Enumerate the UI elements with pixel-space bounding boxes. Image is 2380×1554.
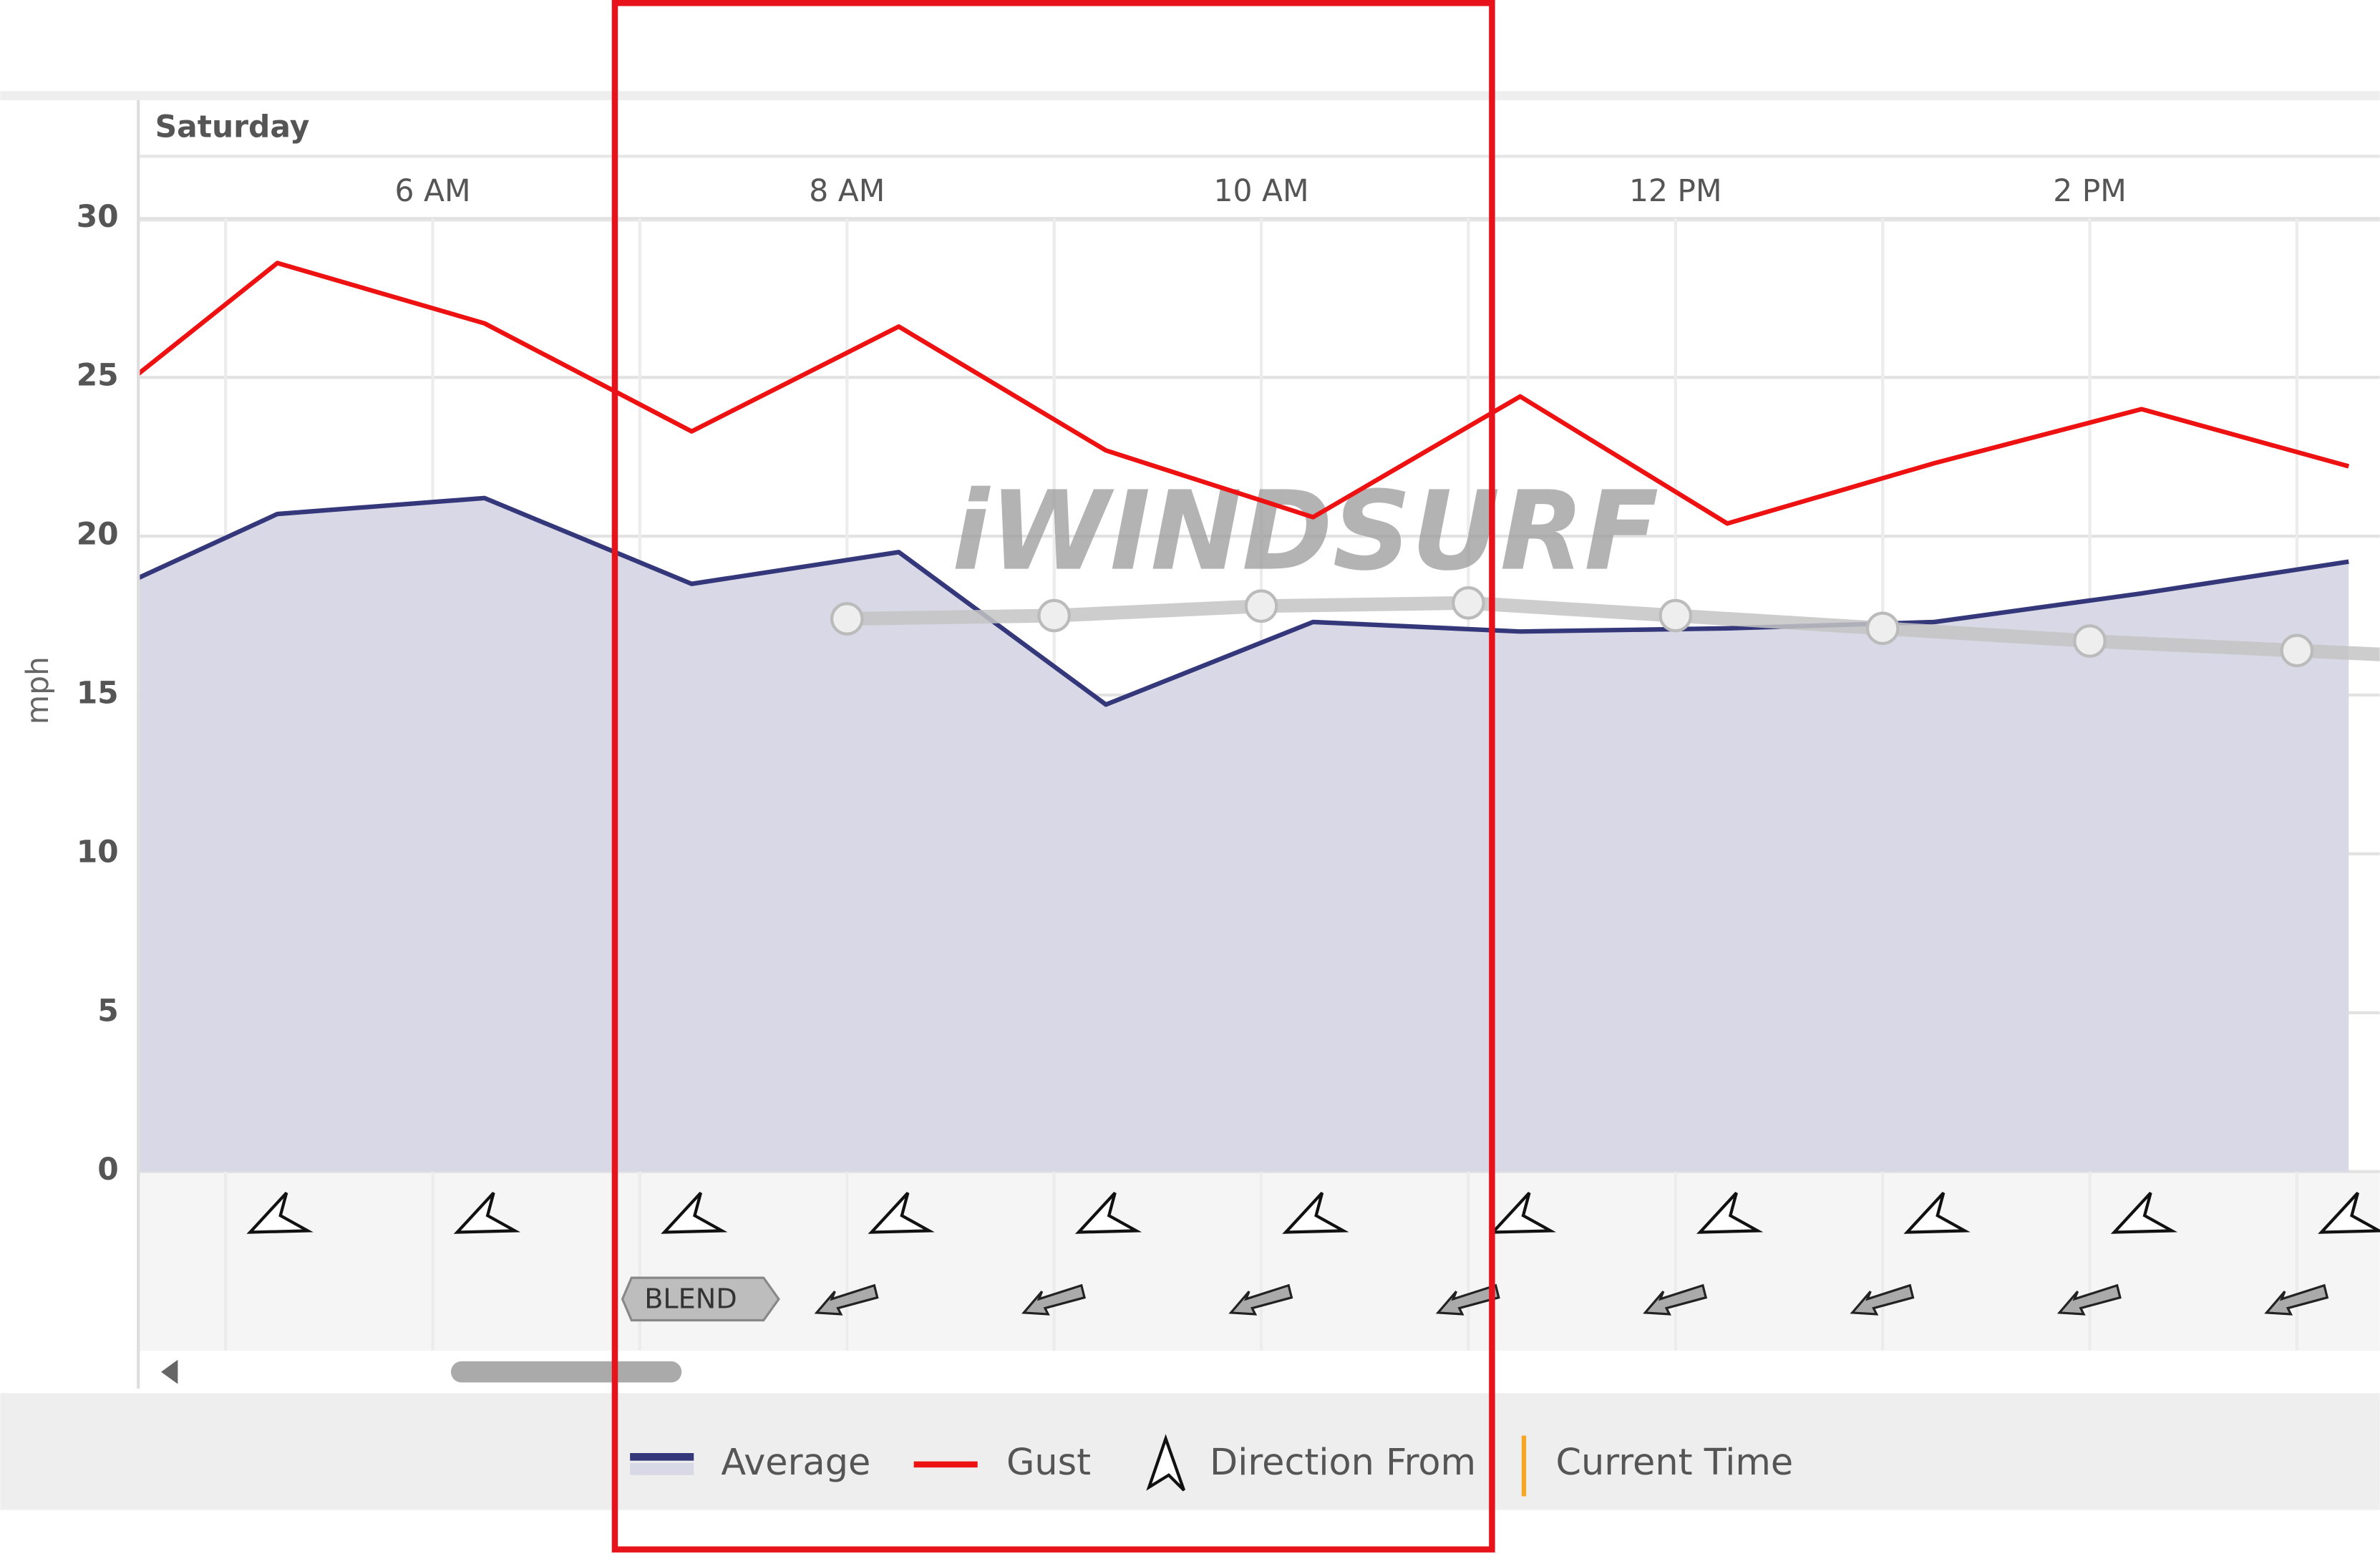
direction-arrow [1074,1191,1142,1234]
legend: Average Gust Direction From Current Time [630,1434,1793,1497]
direction-arrow [1489,1191,1556,1234]
x-tick-label: 8 AM [809,173,885,208]
series-line [140,261,2350,526]
series-line [140,495,2349,707]
top-strip [0,91,2380,100]
model-point [1244,589,1278,623]
model-point [1452,586,1485,620]
legend-label: Direction From [1210,1441,1476,1483]
direction-arrow [1696,1191,1764,1234]
legend-band [0,1393,2380,1510]
blend-tag: BLEND [621,1276,780,1322]
area-layer [140,497,2349,1172]
direction-arrow [2318,1191,2380,1234]
direction-arrow [2110,1191,2178,1234]
direction-arrow [868,1191,935,1234]
direction-arrow [453,1191,521,1234]
blend-tag-label: BLEND [644,1283,737,1314]
model-point [1658,598,1693,633]
y-tick-label: 30 [77,199,119,234]
model-point [2073,624,2107,658]
model-point [830,602,864,636]
y-tick-label: 25 [77,358,119,393]
y-tick-label: 20 [77,517,119,552]
x-tick-label: 6 AM [395,173,471,208]
scrollbar-thumb[interactable] [451,1361,682,1383]
direction-arrows [246,1191,2380,1316]
legend-direction-icon [1146,1434,1186,1492]
y-tick-label: 15 [77,676,119,711]
model-direction-arrow [1228,1283,1293,1316]
model-direction-arrow [1435,1283,1500,1316]
direction-arrow [661,1191,728,1234]
direction-arrow [246,1191,314,1234]
highlight-box [611,0,1495,1553]
model-direction-arrow [2056,1283,2122,1316]
legend-label: Current Time [1555,1441,1793,1483]
model-direction-arrow [814,1283,879,1316]
scroll-left-button[interactable] [161,1359,178,1384]
area-fill [140,497,2349,1172]
model-direction-arrow [1850,1283,1915,1316]
model-direction-arrow [2264,1283,2329,1316]
y-tick-label: 5 [97,993,119,1028]
legend-label: Average [721,1441,870,1483]
day-label: Saturday [155,110,310,145]
model-point [1037,598,1071,633]
x-tick-label: 10 AM [1214,173,1309,208]
blend-tag-shape [621,1276,780,1322]
y-tick-label: 10 [77,834,119,869]
direction-arrow [1282,1191,1349,1234]
watermark: iWINDSURF [952,467,1659,595]
y-tick-label: 0 [97,1152,119,1187]
model-point [1865,611,1900,646]
y-axis-label: mph [20,656,55,724]
legend-label: Gust [1006,1441,1091,1483]
model-point [2280,633,2314,668]
x-tick-label: 2 PM [2053,173,2127,208]
direction-arrow [1903,1191,1971,1234]
line-layer [140,261,2380,707]
legend-swatch-average-fill [630,1462,694,1475]
model-direction-arrow [1643,1283,1708,1316]
model-direction-arrow [1021,1283,1087,1316]
x-tick-label: 12 PM [1629,173,1722,208]
